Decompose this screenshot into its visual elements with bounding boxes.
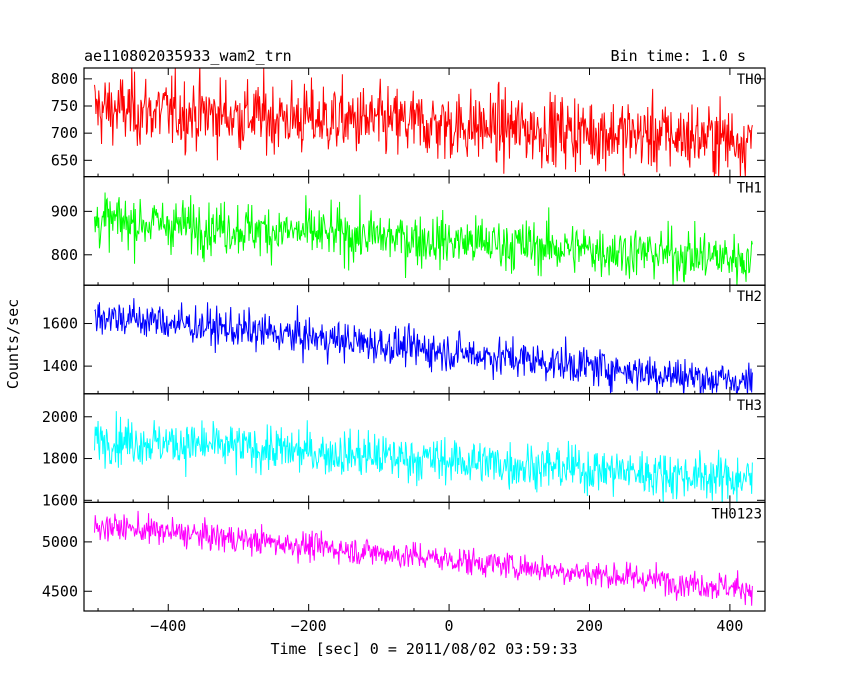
panel-label-th3: TH3 xyxy=(737,398,762,414)
panel-label-th0123: TH0123 xyxy=(711,506,762,522)
y-tick-label: 750 xyxy=(51,97,78,115)
series-line-th0123 xyxy=(94,510,753,606)
bin-time-label: Bin time: 1.0 s xyxy=(611,47,746,65)
panel-frame xyxy=(83,501,766,612)
y-tick-label: 1400 xyxy=(42,357,78,375)
y-tick-label: 2000 xyxy=(42,408,78,426)
y-axis-label: Counts/sec xyxy=(4,299,22,389)
x-tick-label: −200 xyxy=(291,617,327,635)
y-tick-label: 4500 xyxy=(42,582,78,600)
y-tick-label: 1600 xyxy=(42,491,78,509)
y-tick-label: 700 xyxy=(51,124,78,142)
panel-th2: TH2 1400 1600 xyxy=(42,284,766,395)
panel-th3: TH3 1600 1800 2000 xyxy=(42,393,766,509)
y-tick-label: 800 xyxy=(51,70,78,88)
series-line-th0 xyxy=(94,68,753,177)
panels-group: TH0 650 700 750 800 TH1 800 900 TH2 1400 1600 TH3 16… xyxy=(42,67,766,612)
x-axis: −400 −200 0 200 400 xyxy=(150,617,743,635)
panel-label-th1: TH1 xyxy=(737,181,762,197)
series-line-th3 xyxy=(94,411,753,503)
y-tick-label: 900 xyxy=(51,202,78,220)
y-tick-label: 800 xyxy=(51,246,78,264)
chart-title: ae110802035933_wam2_trn xyxy=(84,47,292,65)
panel-th0123: TH0123 4500 5000 xyxy=(42,501,766,612)
y-tick-label: 650 xyxy=(51,151,78,169)
panel-th1: TH1 800 900 xyxy=(51,176,766,286)
x-axis-label: Time [sec] 0 = 2011/08/02 03:59:33 xyxy=(270,640,577,658)
x-tick-label: −400 xyxy=(150,617,186,635)
series-line-th1 xyxy=(94,192,753,286)
x-tick-label: 400 xyxy=(716,617,743,635)
panel-label-th2: TH2 xyxy=(737,289,762,305)
series-line-th2 xyxy=(94,298,753,394)
x-tick-label: 0 xyxy=(445,617,454,635)
panel-th0: TH0 650 700 750 800 xyxy=(51,67,766,178)
x-tick-label: 200 xyxy=(576,617,603,635)
panel-label-th0: TH0 xyxy=(737,72,762,88)
y-tick-label: 1800 xyxy=(42,450,78,468)
y-tick-label: 1600 xyxy=(42,315,78,333)
y-tick-label: 5000 xyxy=(42,533,78,551)
